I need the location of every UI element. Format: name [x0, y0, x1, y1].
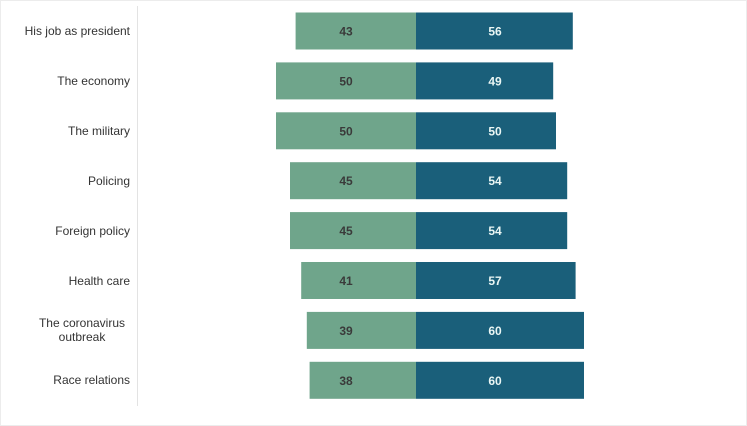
bar-series-1-5 — [416, 262, 576, 299]
bar-value-label: 38 — [339, 374, 353, 388]
bar-value-label: 50 — [339, 124, 353, 138]
bar-series-0-4 — [290, 212, 416, 250]
bar-value-label: 56 — [488, 25, 502, 39]
category-axis-line — [137, 6, 138, 406]
bar-value-label: 54 — [488, 224, 502, 238]
bar-series-1-3 — [416, 162, 568, 200]
bar-series-0-2 — [276, 112, 416, 150]
bar-value-label: 43 — [339, 25, 353, 39]
category-label: His job as president — [24, 24, 130, 38]
category-label: The military — [67, 123, 130, 138]
bar-value-label: 45 — [339, 224, 353, 238]
bar-series-0-7 — [309, 361, 416, 399]
bar-series-1-6 — [416, 311, 584, 349]
category-label: Foreign policy — [55, 223, 130, 238]
bar-series-0-5 — [301, 262, 416, 299]
bar-value-label: 45 — [339, 174, 353, 188]
bar-value-label: 54 — [488, 174, 502, 188]
bar-series-1-0 — [416, 12, 573, 50]
category-label: Policing — [87, 173, 130, 188]
bar-series-0-3 — [290, 162, 416, 200]
bar-series-0-6 — [306, 311, 416, 349]
bar-series-1-4 — [416, 212, 568, 250]
bar-value-label: 39 — [339, 324, 353, 338]
bar-value-label: 50 — [339, 74, 353, 88]
category-label: The coronavirus outbreak — [38, 316, 126, 345]
bar-series-1-1 — [416, 62, 554, 100]
bar-value-label: 57 — [488, 274, 502, 288]
category-label: Health care — [68, 273, 130, 288]
bar-series-1-2 — [416, 112, 556, 150]
category-label: Race relations — [53, 373, 130, 388]
category-label: The economy — [57, 73, 130, 88]
bar-value-label: 60 — [488, 324, 502, 338]
bar-series-0-0 — [295, 12, 416, 50]
bar-value-label: 49 — [488, 74, 502, 88]
bar-series-1-7 — [416, 361, 584, 399]
bar-value-label: 41 — [339, 274, 353, 288]
bar-value-label: 60 — [488, 374, 502, 388]
bar-value-label: 50 — [488, 124, 502, 138]
category-labels: His job as president The economy The milit… — [0, 0, 130, 426]
bar-series-0-1 — [276, 62, 416, 100]
